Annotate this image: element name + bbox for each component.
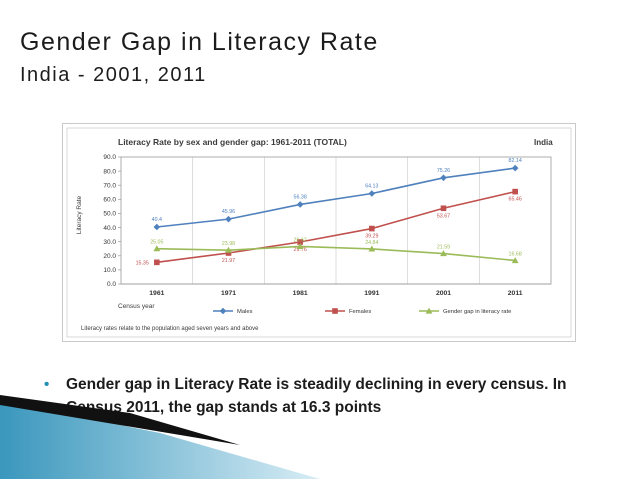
data-label: 82.14 bbox=[509, 158, 522, 164]
legend-label: Gender gap in literacy rate bbox=[443, 309, 511, 315]
data-point bbox=[368, 245, 376, 252]
data-label: 56.38 bbox=[294, 194, 307, 200]
x-tick-label: 1971 bbox=[221, 290, 236, 297]
data-label: 26.62 bbox=[294, 237, 307, 243]
bullet-point: • Gender gap in Literacy Rate is steadil… bbox=[44, 373, 604, 419]
data-label: 24.84 bbox=[365, 240, 378, 246]
series-line bbox=[156, 167, 516, 228]
literacy-line-chart: Literacy Rate by sex and gender gap: 196… bbox=[66, 127, 572, 338]
data-point bbox=[440, 205, 447, 212]
x-tick-label: 1981 bbox=[293, 290, 308, 297]
y-tick-label: 0.0 bbox=[107, 281, 116, 288]
x-tick-label: 1961 bbox=[149, 290, 164, 297]
data-point bbox=[296, 243, 304, 250]
series-line bbox=[156, 190, 516, 264]
data-label: 39.29 bbox=[365, 234, 378, 240]
data-point bbox=[154, 259, 160, 266]
data-point bbox=[225, 246, 232, 253]
decorative-swoosh bbox=[0, 395, 320, 479]
legend-label: Males bbox=[237, 309, 253, 315]
legend-label: Females bbox=[349, 309, 371, 315]
y-tick-label: 20.0 bbox=[103, 253, 116, 260]
data-point bbox=[369, 225, 375, 232]
data-point bbox=[511, 257, 519, 264]
data-point bbox=[440, 250, 447, 257]
y-tick-label: 50.0 bbox=[103, 211, 116, 218]
data-point bbox=[440, 174, 447, 182]
data-label: 21.59 bbox=[437, 245, 450, 251]
data-label: 23.98 bbox=[222, 241, 235, 247]
data-label: 75.26 bbox=[437, 168, 450, 174]
bullet-marker: • bbox=[44, 376, 50, 393]
chart-panel: Literacy Rate by sex and gender gap: 196… bbox=[62, 123, 576, 342]
plot-area: 0.0 10.0 20.0 30.0 40.0 50.0 60.0 70.0 80.0 90.0 1… bbox=[103, 154, 552, 315]
y-tick-label: 30.0 bbox=[103, 239, 116, 246]
data-label: 21.97 bbox=[222, 258, 235, 264]
chart-footnote: Literacy rates relate to the population … bbox=[81, 326, 259, 332]
swoosh-dark-band bbox=[0, 395, 240, 445]
data-point bbox=[425, 307, 433, 314]
slide-subtitle: India - 2001, 2011 bbox=[20, 64, 207, 86]
y-axis-label: Literacy Rate bbox=[76, 195, 83, 234]
data-point bbox=[297, 239, 303, 245]
data-label: 25.05 bbox=[150, 240, 163, 246]
swoosh-blue-band bbox=[0, 401, 320, 479]
slide-title: Gender Gap in Literacy Rate bbox=[20, 28, 379, 56]
x-axis-label: Census year bbox=[118, 303, 155, 310]
data-point bbox=[225, 250, 232, 256]
data-label: 65.46 bbox=[509, 197, 522, 203]
bullet-text: Gender gap in Literacy Rate is steadily … bbox=[66, 376, 567, 416]
chart-corner-label: India bbox=[534, 138, 553, 147]
y-tick-label: 10.0 bbox=[103, 267, 116, 274]
x-tick-label: 2011 bbox=[508, 290, 523, 297]
data-point bbox=[153, 245, 161, 252]
data-label: 64.13 bbox=[365, 184, 378, 190]
data-point bbox=[296, 201, 304, 208]
data-label: 15.35 bbox=[136, 261, 149, 267]
data-point bbox=[332, 308, 338, 314]
data-label: 53.67 bbox=[437, 213, 450, 219]
y-tick-label: 80.0 bbox=[103, 168, 116, 175]
data-point bbox=[219, 307, 227, 315]
x-tick-label: 2001 bbox=[436, 290, 451, 297]
y-tick-label: 90.0 bbox=[103, 154, 116, 161]
y-tick-label: 40.0 bbox=[103, 225, 116, 232]
y-tick-label: 60.0 bbox=[103, 197, 116, 204]
data-point bbox=[512, 188, 518, 195]
x-tick-label: 1991 bbox=[364, 290, 379, 297]
data-label: 40.4 bbox=[152, 217, 162, 223]
series-line bbox=[156, 245, 516, 262]
data-label: 29.76 bbox=[294, 247, 307, 253]
y-tick-label: 70.0 bbox=[103, 182, 116, 189]
data-label: 45.96 bbox=[222, 209, 235, 215]
data-label: 16.68 bbox=[509, 251, 522, 257]
chart-title: Literacy Rate by sex and gender gap: 196… bbox=[118, 137, 347, 147]
